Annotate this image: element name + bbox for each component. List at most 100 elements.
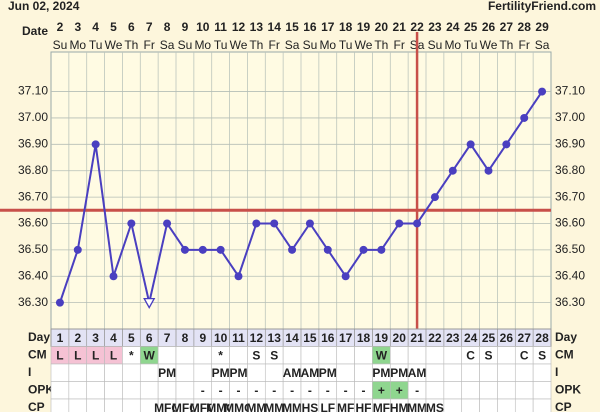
cell [50,398,70,412]
day-number: 3 [92,331,99,345]
weekday-label: Th [124,38,138,52]
cell-text: MFC [154,401,180,412]
cell [50,363,70,382]
day-number: 23 [446,331,460,345]
cell-text: L [74,348,81,362]
date-label: 27 [500,20,514,34]
cell [229,346,248,365]
marker [55,298,64,307]
cell [104,381,123,400]
cell [514,398,534,412]
cell-text: L [110,348,117,362]
weekday-label: Th [249,38,263,52]
weekday-label: Fr [394,38,405,52]
cell [68,398,88,412]
y-tick-label: 36.40 [18,268,48,282]
date-label: 8 [164,20,171,34]
cell-text: L [92,348,99,362]
date-label: 9 [182,20,189,34]
day-number: 16 [321,331,335,345]
marker [413,219,422,228]
y-tick-label: 36.90 [555,137,585,151]
cell [443,381,463,400]
cell [175,363,195,382]
cell [282,346,302,365]
weekday-label: Tu [464,38,478,52]
cell [104,398,123,412]
day-number: 28 [535,331,549,345]
date-label: 13 [250,20,264,34]
weekday-label: Mo [319,38,336,52]
day-number: 20 [393,331,407,345]
day-number: 24 [464,331,478,345]
date-label: 24 [446,20,460,34]
date-label: 18 [339,20,353,34]
chart-title: Jun 02, 2024 [8,0,80,13]
cell [497,346,516,365]
temp-line [58,91,543,303]
weekday-label: Th [374,38,388,52]
day-number: 27 [518,331,532,345]
date-label: 7 [146,20,153,34]
day-label: Day [555,330,577,344]
cell-text: S [484,348,492,362]
cell [479,381,498,400]
day-number: 26 [500,331,514,345]
cell-text: PM [158,366,176,380]
cell-text: + [378,383,385,397]
cell [86,363,105,382]
cell [443,363,463,382]
day-number: 7 [164,331,171,345]
date-label: 22 [410,20,424,34]
open-marker [143,297,156,309]
cell [425,381,445,400]
cell [354,346,373,365]
weekday-label: Tu [89,38,103,52]
row-label: OPK [28,382,54,396]
marker [484,166,493,175]
cell-text: - [254,383,258,397]
day-number: 6 [146,331,153,345]
cell [193,346,213,365]
marker [466,140,475,149]
cell-text: MMC [206,401,235,412]
cell [139,381,159,400]
cell-text: HF [356,401,372,412]
cell [318,346,338,365]
cell [157,381,177,400]
cell-text: MM [264,401,284,412]
y-tick-label: 37.00 [18,110,48,124]
cell-text: - [344,383,348,397]
cell-text: - [219,383,223,397]
cell [300,346,320,365]
date-label: 25 [464,20,478,34]
y-tick-label: 36.60 [555,216,585,230]
cell-text: MM [246,401,266,412]
cell-text: - [290,383,294,397]
weekday-label: We [230,38,248,52]
cell [104,363,123,382]
date-label: 5 [110,20,117,34]
marker [216,245,225,254]
date-label: Date [22,24,48,38]
marker [270,219,279,228]
day-number: 5 [128,331,135,345]
marker [252,219,261,228]
marker [73,245,82,254]
cell-text: - [415,383,419,397]
cell-text: MM [407,401,427,412]
date-label: 14 [268,20,282,34]
cell-text: MFC [190,401,216,412]
day-number: 22 [428,331,442,345]
cell [514,381,534,400]
marker [359,245,368,254]
y-tick-label: 36.70 [18,189,48,203]
day-number: 4 [110,331,117,345]
weekday-label: Fr [519,38,530,52]
row-label: OPK [555,382,581,396]
cell [139,363,159,382]
row-label: CP [555,400,572,412]
cell-text: MFC [172,401,198,412]
cell-text: - [362,383,366,397]
cell [479,398,498,412]
